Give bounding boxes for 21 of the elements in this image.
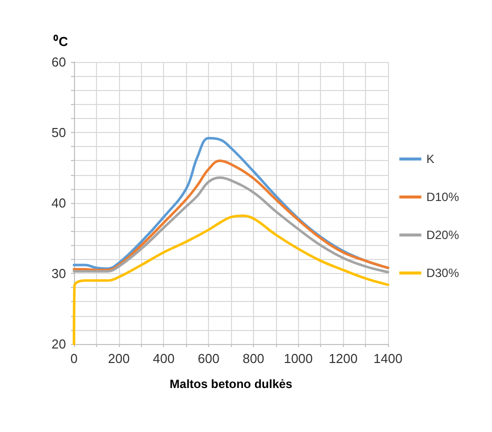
y-tick-label: 40 — [52, 196, 66, 210]
x-tick-label: 400 — [152, 351, 175, 366]
x-tick-label: 0 — [70, 351, 78, 366]
y-tick-label: 50 — [52, 125, 66, 140]
line-series — [72, 176, 390, 274]
line-series — [72, 159, 390, 272]
x-tick-label: 600 — [198, 351, 220, 366]
x-tick-label: 200 — [108, 351, 130, 366]
y-tick-label: 20 — [52, 336, 66, 352]
legend-label: D20% — [426, 228, 460, 242]
x-tick-label: 1400 — [374, 351, 402, 366]
x-tick-label: 1000 — [284, 351, 313, 366]
legend-label: D10% — [426, 190, 460, 204]
legend-label: K — [426, 152, 434, 166]
legend-label: D30% — [426, 266, 460, 280]
x-axis-title: Maltos betono dulkės — [170, 377, 293, 391]
y-tick-label: 60 — [52, 54, 66, 70]
y-tick-label: 30 — [52, 266, 66, 281]
x-tick-label: 1200 — [328, 351, 358, 366]
y-axis-title: ⁰C — [52, 34, 69, 49]
x-tick-label: 800 — [242, 351, 264, 366]
